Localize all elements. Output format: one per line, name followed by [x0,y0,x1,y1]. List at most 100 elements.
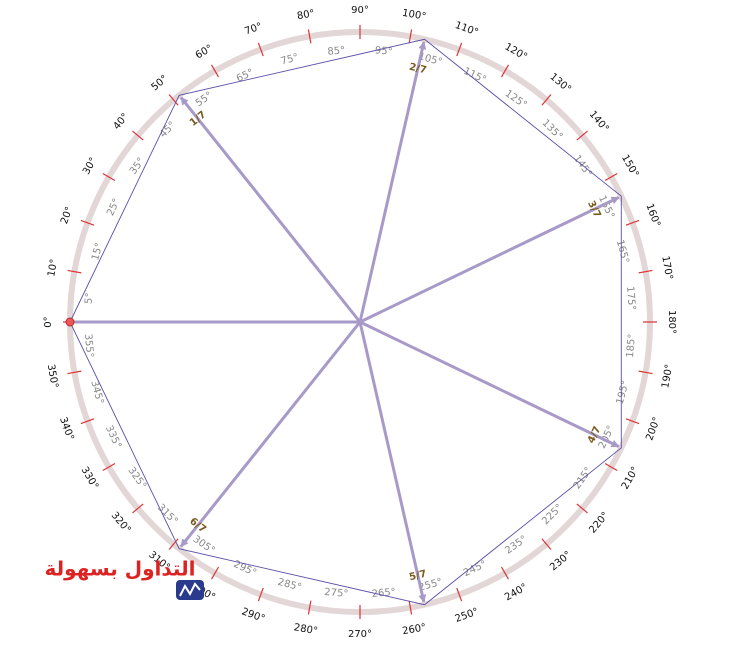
tick [456,587,463,602]
heptagon [69,38,622,606]
tick [604,462,618,472]
minor-degree-label: 15° [90,242,105,262]
tick [604,172,618,182]
tick [132,503,144,514]
tick [210,64,220,78]
tick [638,370,653,375]
degree-label: 230° [548,549,574,573]
degree-label: 40° [111,111,131,132]
minor-degree-label: 75° [280,52,300,67]
minor-degree-label: 195° [615,379,632,405]
tick [307,600,312,615]
minor-degree-label: 145° [571,153,594,179]
tick [67,269,82,274]
degree-label: 290° [240,606,266,625]
degree-label: 130° [547,71,573,95]
degree-label: 340° [57,416,76,442]
degree-label: 20° [59,205,75,225]
arrow [359,196,620,324]
tick [408,29,413,44]
degree-label: 170° [659,255,674,281]
logo: التداول بسهولة [45,557,204,600]
minor-degree-label: 45° [158,120,178,140]
minor-degree-label: 235° [503,534,529,557]
minor-degree-label: 185° [625,333,638,358]
minor-degree-label: 335° [103,424,123,450]
tick [168,94,179,106]
minor-degree-label: 125° [503,88,529,111]
degree-label: 140° [587,109,611,135]
degree-label: 200° [644,416,663,442]
tick [257,587,264,602]
degree-label: 150° [619,153,641,179]
minor-degree-label: 5° [84,292,96,304]
degree-label: 280° [293,622,319,637]
minor-degree-label: 245° [462,559,488,579]
degree-label: 180° [666,310,677,334]
minor-degree-label: 355° [82,333,95,358]
tick [408,600,413,615]
minor-degree-label: 305° [191,534,217,557]
minor-degree-label: 275° [324,587,349,600]
tick [102,172,116,182]
minor-degree-label: 35° [128,156,147,177]
fraction-label: 5/7 [408,569,428,584]
tick [500,566,510,580]
degree-label: 50° [149,73,170,93]
tick [210,566,220,580]
degree-label: 30° [81,156,99,177]
fraction-label: 2/7 [408,62,428,77]
tick [67,370,82,375]
degree-label: 160° [643,202,662,228]
degree-label: 250° [454,606,480,625]
arrow [179,321,362,548]
minor-degree-label: 55° [194,90,215,109]
minor-degree-label: 25° [105,197,122,218]
degree-label: 10° [46,258,60,277]
tick [80,219,95,226]
degree-label: 190° [660,363,675,389]
tick [638,269,653,274]
tick [625,418,640,425]
tick [132,130,144,141]
tick [576,503,588,514]
tick [541,538,552,550]
tick [168,538,179,550]
arrow [358,321,427,603]
minor-degree-label: 285° [276,577,302,594]
minor-degree-label: 115° [461,66,487,86]
minor-degree-label: 175° [624,286,637,311]
degree-label: 330° [79,465,101,491]
degree-label: 100° [401,8,427,23]
degree-label: 320° [109,510,133,536]
degree-label: 0° [43,316,54,327]
arrow [179,96,362,323]
degree-label: 60° [194,43,215,61]
tick [80,418,95,425]
tick [257,42,264,57]
degree-label: 80° [296,8,315,22]
minor-degree-label: 165° [614,239,631,265]
degree-label: 270° [348,629,372,640]
degree-label: 70° [243,21,263,37]
tick [541,94,552,106]
degree-label: 90° [351,5,369,16]
tick [500,64,510,78]
degree-label: 240° [503,582,529,604]
degree-label: 110° [453,20,479,39]
logo-text: التداول بسهولة [45,557,196,581]
arrow [359,320,620,448]
tick [625,219,640,226]
tick [456,42,463,57]
tick [102,462,116,472]
start-point [65,317,75,327]
degree-label: 210° [620,465,642,491]
degree-label: 350° [45,363,60,389]
minor-degree-label: 135° [540,118,565,143]
arrow [358,41,427,323]
minor-degree-label: 225° [540,502,565,527]
tick [307,29,312,44]
degree-label: 220° [587,510,611,536]
minor-degree-label: 95° [374,45,393,58]
